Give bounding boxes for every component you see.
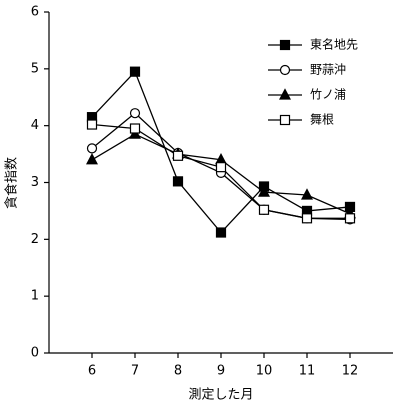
marker — [86, 143, 98, 154]
x-tick-label: 8 — [174, 364, 182, 379]
marker — [258, 204, 270, 215]
x-tick-label: 11 — [299, 364, 316, 379]
marker — [129, 108, 141, 119]
legend-label: 舞根 — [310, 113, 334, 127]
y-axis-label: 貪食指数 — [4, 157, 20, 209]
marker — [86, 152, 98, 165]
x-tick-label: 6 — [88, 364, 96, 379]
x-tick-label: 9 — [217, 364, 225, 379]
legend-marker — [279, 88, 291, 100]
y-tick-label: 2 — [31, 232, 39, 247]
y-tick-label: 1 — [31, 289, 39, 304]
y-tick-label: 3 — [31, 175, 39, 190]
x-tick-label: 7 — [131, 364, 139, 379]
marker — [129, 123, 141, 134]
marker — [215, 227, 227, 238]
legend-marker — [279, 39, 291, 51]
marker — [301, 213, 313, 224]
marker — [172, 150, 184, 161]
legend-label: 野蒜沖 — [310, 63, 346, 77]
marker — [129, 66, 141, 77]
marker — [344, 213, 356, 224]
x-axis-label: 測定した月 — [188, 388, 253, 403]
x-tick-label: 12 — [342, 364, 359, 379]
marker — [301, 188, 313, 200]
x-tick-label: 10 — [256, 364, 273, 379]
y-tick-label: 0 — [31, 346, 39, 361]
legend-label: 竹ノ浦 — [310, 88, 346, 102]
legend-marker — [279, 114, 291, 126]
legend-marker — [279, 64, 291, 76]
marker — [258, 185, 270, 197]
y-tick-label: 5 — [31, 61, 39, 76]
marker — [172, 176, 184, 187]
y-tick-label: 4 — [31, 118, 39, 133]
y-tick-label: 6 — [31, 5, 39, 20]
marker — [86, 119, 98, 130]
legend-label: 東名地先 — [310, 37, 358, 52]
marker — [215, 162, 227, 173]
